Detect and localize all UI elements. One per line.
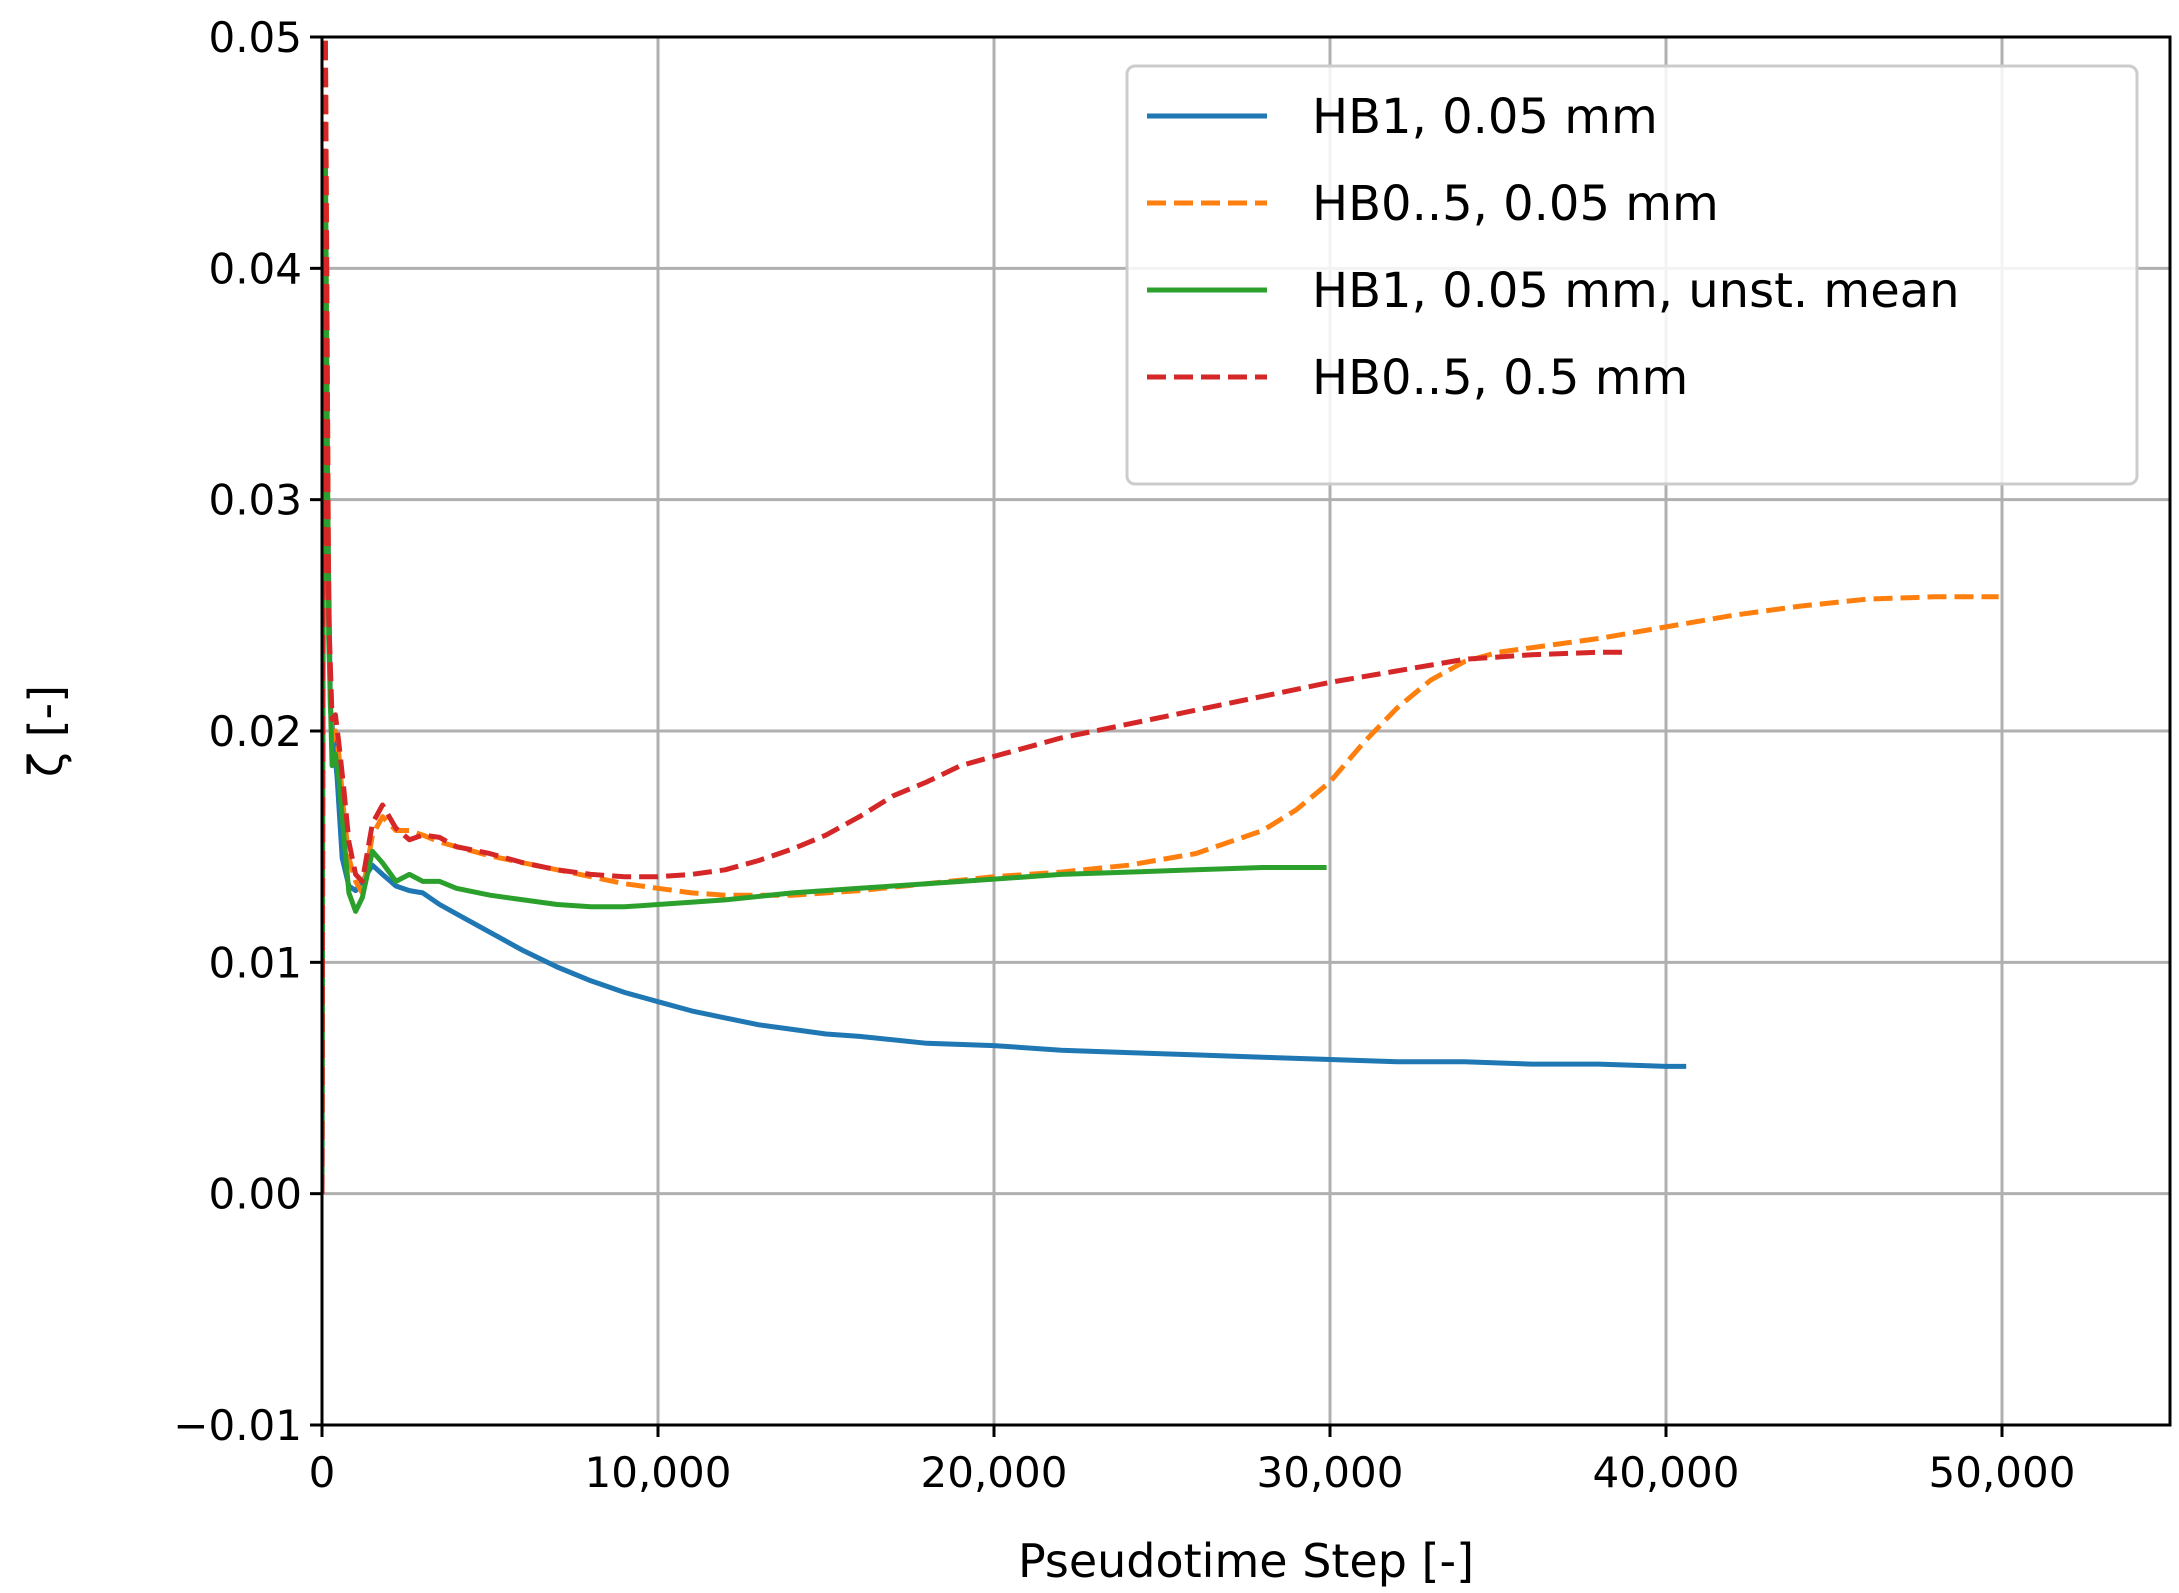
x-tick-label: 30,000 bbox=[1257, 1448, 1404, 1497]
legend-label-1: HB1, 0.05 mm bbox=[1312, 89, 1658, 145]
x-tick-label: 0 bbox=[309, 1448, 336, 1497]
legend: HB1, 0.05 mm HB0..5, 0.05 mm HB1, 0.05 mm,… bbox=[1125, 64, 2139, 486]
series-lines bbox=[322, 37, 1999, 1194]
x-tick-label: 40,000 bbox=[1593, 1448, 1740, 1497]
x-tick-label: 20,000 bbox=[921, 1448, 1068, 1497]
y-tick-label: 0.05 bbox=[208, 13, 302, 62]
y-tick-label: 0.02 bbox=[208, 707, 302, 756]
y-tick-label: 0.03 bbox=[208, 476, 302, 525]
axis-ticks: 0 10,000 20,000 30,000 40,000 50,000 −0.01 0.00… bbox=[173, 13, 2075, 1497]
y-tick-label: 0.00 bbox=[208, 1170, 302, 1219]
y-tick-label: 0.04 bbox=[208, 244, 302, 293]
series-line-4 bbox=[322, 37, 1623, 1194]
series-line-3 bbox=[322, 150, 1327, 1194]
series-line-1 bbox=[322, 150, 1687, 1194]
legend-label-4: HB0..5, 0.5 mm bbox=[1312, 350, 1688, 406]
y-axis-label: ζ [-] bbox=[19, 685, 73, 777]
x-tick-label: 50,000 bbox=[1929, 1448, 2076, 1497]
x-tick-label: 10,000 bbox=[585, 1448, 732, 1497]
legend-label-3: HB1, 0.05 mm, unst. mean bbox=[1312, 263, 1960, 319]
legend-label-2: HB0..5, 0.05 mm bbox=[1312, 176, 1719, 232]
y-tick-label: 0.01 bbox=[208, 938, 302, 987]
series-line-2 bbox=[322, 37, 1999, 1194]
legend-box bbox=[1125, 64, 2139, 486]
x-axis-label: Pseudotime Step [-] bbox=[1018, 1534, 1474, 1588]
y-tick-label: −0.01 bbox=[173, 1401, 302, 1450]
